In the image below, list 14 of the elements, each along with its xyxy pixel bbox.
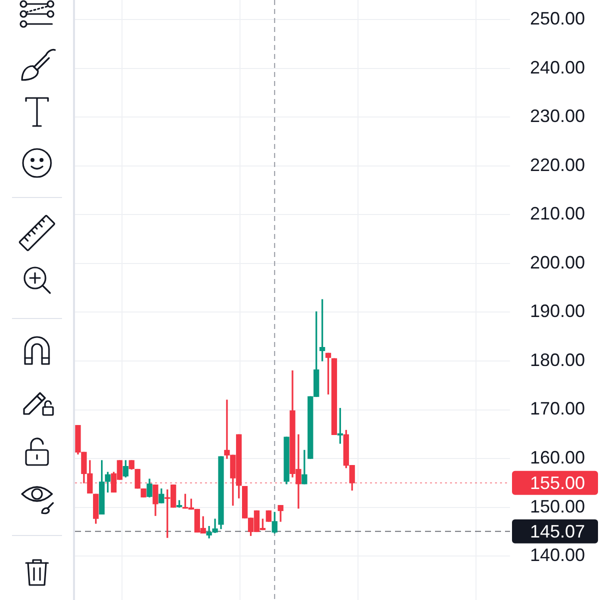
ref-line-label: 145.07 [530,521,586,542]
y-tick-label: 210.00 [530,204,586,224]
y-tick-label: 140.00 [530,545,586,566]
y-tick-label: 150.00 [530,496,586,516]
y-tick-label: 220.00 [530,154,586,175]
y-tick-label: 170.00 [530,398,586,419]
y-tick-label: 190.00 [530,301,586,322]
y-tick-label: 250.00 [530,8,586,28]
y-tick-label: 180.00 [530,350,586,370]
ref-line-label: 155.00 [530,472,586,493]
y-tick-label: 160.00 [530,448,586,468]
y-tick-label: 230.00 [530,106,586,126]
y-tick-label: 200.00 [530,252,586,272]
y-tick-label: 240.00 [530,57,586,78]
